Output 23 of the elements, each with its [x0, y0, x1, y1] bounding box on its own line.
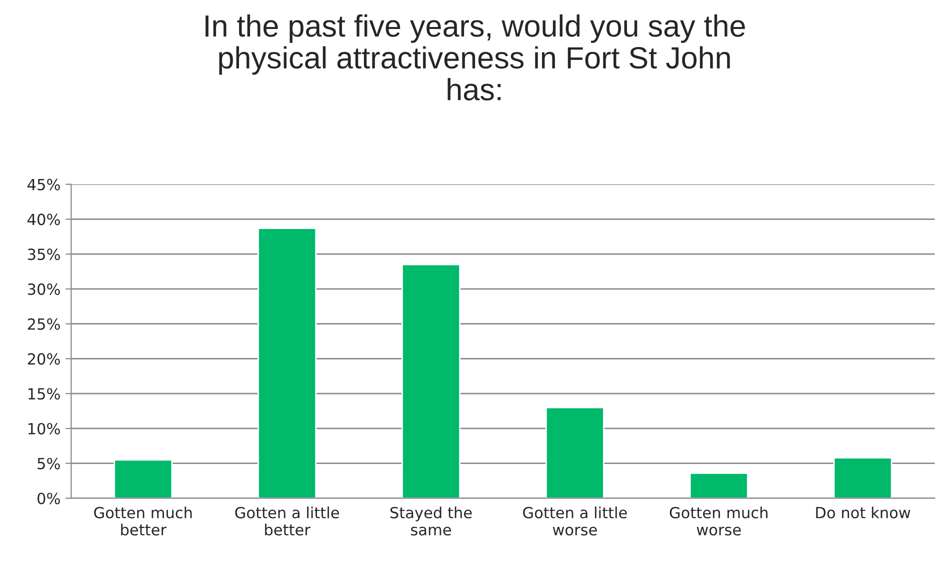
- x-tick-label: Gotten a little better: [235, 506, 339, 536]
- y-tick-label: 45%: [28, 178, 60, 190]
- bar: [114, 459, 173, 498]
- bar: [258, 228, 317, 498]
- bar: [402, 264, 460, 498]
- x-tick-label: Gotten a little worse: [523, 506, 627, 536]
- bar: [833, 457, 892, 498]
- x-tick-label: Stayed the same: [390, 506, 472, 536]
- y-tick-label: 40%: [28, 214, 60, 226]
- y-tick-label: 30%: [28, 283, 60, 295]
- y-tick-label: 5%: [38, 458, 60, 470]
- chart-title: In the past five years, would you say the physical attractiveness in Fort St John has:: [206, 14, 745, 100]
- x-tick-label: Do not know: [816, 506, 910, 518]
- x-tick-label: Gotten much worse: [670, 506, 768, 536]
- y-tick-label: 25%: [28, 318, 60, 330]
- y-tick-label: 0%: [38, 492, 60, 504]
- bar: [545, 406, 604, 498]
- x-tick-label: Gotten much better: [94, 506, 192, 536]
- bar: [689, 472, 748, 498]
- y-tick-label: 35%: [28, 248, 60, 260]
- y-tick-label: 20%: [28, 353, 60, 365]
- y-tick-label: 10%: [28, 422, 60, 434]
- y-tick-label: 15%: [28, 388, 60, 400]
